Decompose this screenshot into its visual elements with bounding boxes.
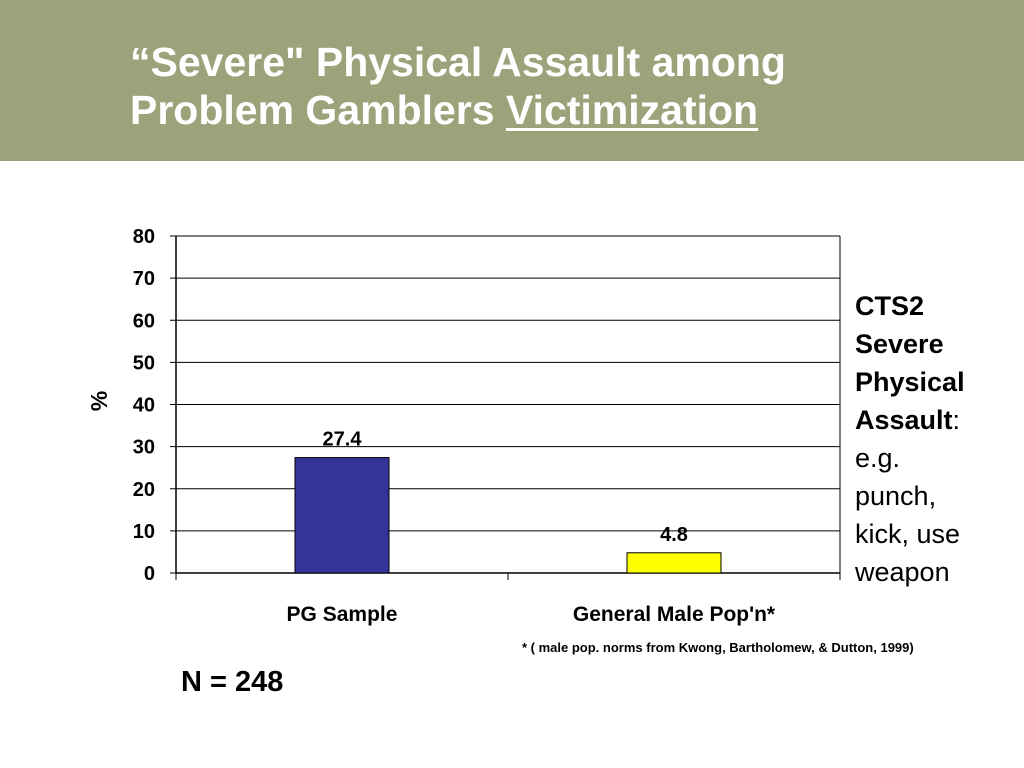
- x-category-label: General Male Pop'n*: [573, 603, 776, 626]
- data-label: 27.4: [323, 429, 363, 451]
- title-bar: “Severe" Physical Assault among Problem …: [0, 0, 1024, 161]
- side-note: CTS2 Severe Physical Assault: e.g. punch…: [855, 287, 1020, 591]
- side-note-line-6: punch,: [855, 481, 937, 511]
- footnote: * ( male pop. norms from Kwong, Bartholo…: [522, 640, 914, 655]
- y-tick-label: 30: [133, 437, 155, 459]
- side-note-line-4: Assault:: [855, 401, 1020, 439]
- y-tick-label: 0: [144, 563, 155, 585]
- x-category-label: PG Sample: [287, 603, 398, 626]
- side-note-line-5: e.g.: [855, 443, 901, 473]
- slide-title-line-2: Problem Gamblers Victimization: [130, 86, 990, 134]
- bar-pg-sample: [294, 457, 390, 574]
- data-label: 4.8: [660, 524, 688, 546]
- y-tick-label: 60: [133, 310, 155, 332]
- side-note-line-8: weapon: [855, 557, 950, 587]
- sample-size: N = 248: [181, 666, 284, 698]
- y-tick-label: 20: [133, 479, 155, 501]
- slide-title: “Severe" Physical Assault among Problem …: [130, 38, 990, 134]
- side-note-line-1: CTS2: [855, 291, 925, 321]
- side-note-line-4-bold: Assault: [855, 405, 953, 435]
- y-tick-label: 70: [133, 268, 155, 290]
- side-note-line-7: kick, use: [855, 519, 961, 549]
- bar-general-male-pop: [626, 552, 722, 574]
- slide-title-line-2-prefix: Problem Gamblers: [130, 87, 506, 133]
- slide-title-line-1: “Severe" Physical Assault among: [130, 39, 786, 85]
- side-note-line-4-rest: :: [952, 405, 961, 435]
- slide-title-underlined-word: Victimization: [505, 87, 759, 133]
- y-axis-label: %: [86, 391, 112, 411]
- y-tick-label: 10: [133, 521, 155, 543]
- y-tick-label: 40: [133, 395, 155, 417]
- side-note-line-3: Physical: [855, 367, 965, 397]
- y-tick-label: 50: [133, 352, 155, 374]
- y-tick-label: 80: [133, 226, 155, 248]
- side-note-line-2: Severe: [855, 329, 944, 359]
